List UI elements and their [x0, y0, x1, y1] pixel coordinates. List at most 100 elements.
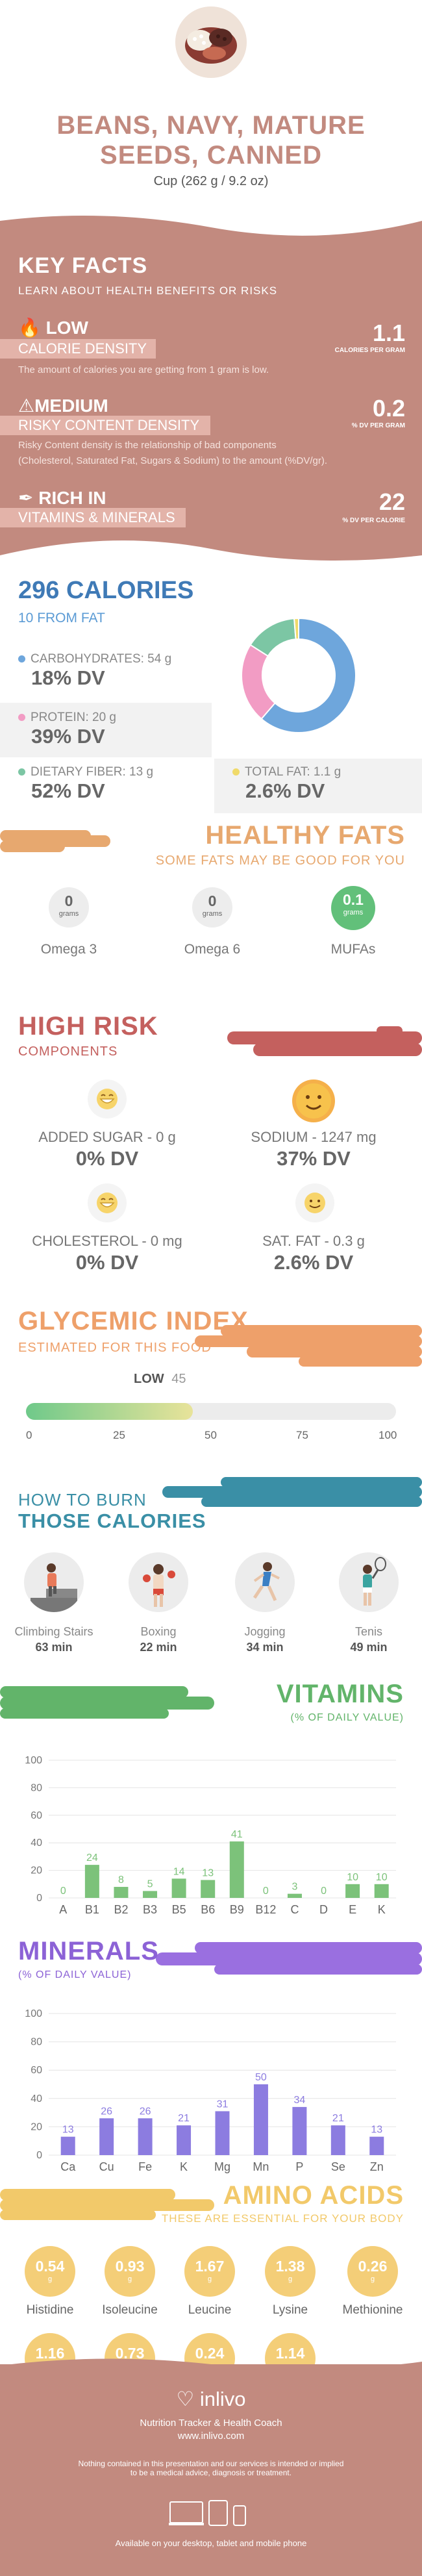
amino-name-methionine: Methionine: [342, 2303, 403, 2317]
mineral-value-Se: 21: [332, 2113, 344, 2124]
burn-tennis-label: Tenis: [354, 1625, 383, 1638]
vitamin-category-A: A: [59, 1903, 67, 1916]
mineral-ytick: 0: [36, 2150, 42, 2161]
vitamin-category-C: C: [290, 1903, 299, 1916]
added-sugar-dv: 0% DV: [75, 1147, 139, 1170]
footer-disclaimer: Nothing contained in this presentation a…: [78, 2459, 344, 2477]
vitamin-category-D: D: [319, 1903, 328, 1916]
omega3-circle: 0 grams: [49, 887, 89, 928]
mineral-value-K: 21: [178, 2113, 190, 2124]
added-sugar-face-icon: [88, 1080, 127, 1118]
vitamin-bar-K: [374, 1884, 389, 1898]
mineral-ytick: 80: [31, 2037, 42, 2048]
key-facts-title: KEY FACTS: [18, 253, 148, 278]
sat-fat-label: SAT. FAT - 0.3 g: [262, 1233, 365, 1249]
carbs-dot-icon: [18, 655, 25, 663]
omega6-label: Omega 6: [184, 942, 241, 957]
mineral-category-Zn: Zn: [370, 2160, 384, 2173]
vitamin-value-C: 3: [292, 1882, 298, 1893]
devices-icon: [169, 2500, 246, 2526]
fact-risky-density-label: RISKY CONTENT DENSITY: [0, 416, 210, 435]
footer-brand[interactable]: ♡ inlivo: [176, 2388, 246, 2410]
vitamins-density-unit: % DV PER CALORIE: [342, 517, 405, 524]
vitamin-ytick: 60: [31, 1810, 42, 1821]
footer-tagline: Nutrition Tracker & Health Coach: [140, 2418, 282, 2429]
amino-circle-methionine: 0.26 g: [347, 2246, 398, 2297]
glycemic-fill: [26, 1403, 193, 1420]
donut-slice-fat: [293, 617, 299, 640]
amino-unit: g: [207, 2275, 212, 2283]
vitamin-value-B3: 5: [147, 1878, 153, 1889]
mineral-ytick: 100: [25, 2008, 42, 2019]
glycemic-subtitle: ESTIMATED FOR THIS FOOD: [18, 1341, 212, 1355]
vitamin-bar-B5: [171, 1878, 186, 1898]
mineral-bar-Mn: [253, 2084, 268, 2155]
fat-dot-icon: [232, 768, 240, 776]
sodium-dv: 37% DV: [277, 1147, 351, 1170]
high-risk-subtitle: COMPONENTS: [18, 1044, 118, 1059]
mineral-category-Cu: Cu: [99, 2160, 114, 2173]
vitamin-category-B1: B1: [85, 1903, 99, 1916]
donut-slice-carbs: [260, 617, 356, 733]
warning-icon: ⚠: [18, 396, 35, 416]
food-photo: [175, 6, 247, 78]
mineral-bar-Se: [330, 2125, 345, 2155]
vitamin-ytick: 0: [36, 1893, 42, 1904]
vitamin-bar-B2: [114, 1887, 129, 1898]
burn-jogging-label: Jogging: [244, 1625, 286, 1638]
cholesterol-face-icon: [88, 1183, 127, 1222]
mineral-category-Se: Se: [331, 2160, 345, 2173]
amino-value: 1.67: [195, 2258, 225, 2275]
gi-tick-50: 50: [205, 1429, 217, 1441]
amino-value: 0.54: [35, 2258, 65, 2275]
minerals-subtitle: (% OF DAILY VALUE): [18, 1969, 132, 1980]
vitamin-category-B9: B9: [230, 1903, 244, 1916]
mineral-category-Mg: Mg: [214, 2160, 230, 2173]
jogger-icon: [235, 1552, 295, 1612]
amino-circle-isoleucine: 0.93 g: [105, 2246, 155, 2297]
boxer-icon: [129, 1552, 188, 1612]
burn-banner: [162, 1477, 422, 1507]
mineral-bar-K: [177, 2125, 192, 2155]
amino-value: 0.24: [195, 2345, 225, 2362]
cholesterol-dv: 0% DV: [75, 1251, 139, 1274]
vitamin-bar-B3: [143, 1891, 158, 1898]
healthy-fats-subtitle: SOME FATS MAY BE GOOD FOR YOU: [155, 853, 405, 868]
glycemic-track: [26, 1403, 396, 1420]
amino-value: 1.16: [35, 2345, 65, 2362]
amino-name-isoleucine: Isoleucine: [102, 2303, 158, 2317]
vitamin-ytick: 40: [31, 1837, 42, 1849]
donut-slice-protein: [241, 644, 276, 720]
minerals-banner: [156, 1942, 422, 1975]
burn-jogging-minutes: 34 min: [246, 1641, 284, 1654]
vitamin-ytick: 100: [25, 1755, 42, 1766]
burn-stairs-minutes: 63 min: [35, 1641, 73, 1654]
mineral-bar-Mg: [215, 2111, 230, 2155]
omega3-label: Omega 3: [40, 942, 97, 957]
macro-protein: PROTEIN: 20 g 39% DV: [0, 703, 212, 757]
key-facts-subtitle: LEARN ABOUT HEALTH BENEFITS OR RISKS: [18, 284, 278, 297]
fiber-dot-icon: [18, 768, 25, 776]
healthy-fats-banner: [0, 830, 110, 852]
vitamin-ytick: 80: [31, 1782, 42, 1793]
mineral-bar-Fe: [138, 2118, 153, 2155]
sodium-label: SODIUM - 1247 mg: [251, 1129, 377, 1145]
burn-tennis-minutes: 49 min: [350, 1641, 388, 1654]
vitamin-value-B5: 14: [173, 1866, 185, 1877]
vitamin-category-B3: B3: [143, 1903, 157, 1916]
burn-stairs-label: Climbing Stairs: [14, 1625, 93, 1638]
vitamins-density-value: 22: [379, 488, 405, 515]
burn-title-line2: THOSE CALORIES: [18, 1509, 206, 1532]
amino-unit: g: [370, 2275, 375, 2283]
amino-value: 1.38: [275, 2258, 305, 2275]
gi-tick-0: 0: [26, 1429, 32, 1441]
mineral-value-Cu: 26: [101, 2106, 112, 2117]
glycemic-title: GLYCEMIC INDEX: [18, 1307, 249, 1335]
mineral-bar-Zn: [369, 2136, 384, 2155]
cholesterol-label: CHOLESTEROL - 0 mg: [32, 1233, 182, 1249]
footer-url[interactable]: www.inlivo.com: [177, 2431, 245, 2442]
vitamin-category-B6: B6: [201, 1903, 215, 1916]
feather-icon: ✒: [18, 488, 34, 508]
healthy-fats-title: HEALTHY FATS: [205, 821, 405, 850]
risky-density-value: 0.2: [372, 395, 405, 422]
